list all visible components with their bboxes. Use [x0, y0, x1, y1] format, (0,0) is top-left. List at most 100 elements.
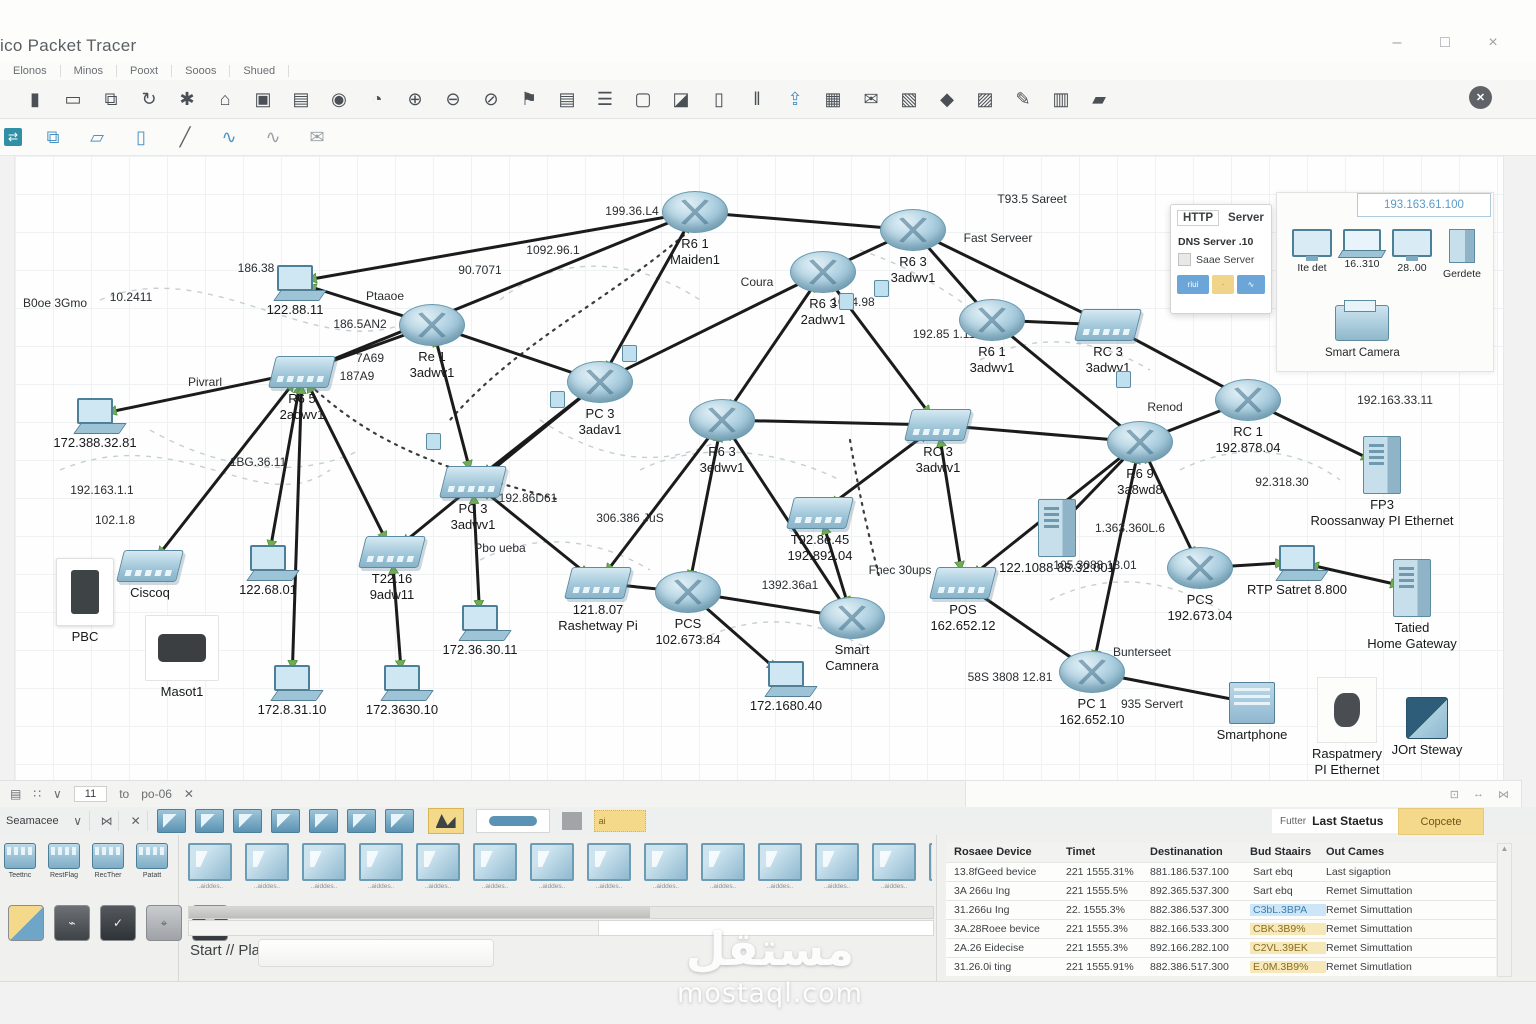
device-server[interactable]: Tatied Home Gateway — [1367, 559, 1457, 651]
device-laptop[interactable]: 172.388.32.81 — [53, 398, 137, 450]
printer2-icon[interactable]: ▦ — [824, 88, 842, 109]
event-thumbnail-11[interactable]: ..aiddes.. — [758, 843, 802, 901]
list-icon[interactable]: ☰ — [596, 88, 614, 109]
device-laptop[interactable]: 122.88.11 — [267, 265, 327, 317]
event-thumbnail-9[interactable]: ..aiddes.. — [644, 843, 688, 901]
play-progress-button[interactable] — [258, 939, 494, 967]
palette-item-4[interactable]: Gerdete — [1437, 229, 1487, 280]
event-thumbnail-13[interactable]: ..aiddes.. — [872, 843, 916, 901]
transfer-icon[interactable]: ⧉ — [46, 126, 60, 147]
device-shortcut-4[interactable]: Patatt — [136, 843, 168, 879]
device-laptop[interactable]: 172.36.30.11 — [443, 605, 517, 657]
palette-ip-header[interactable]: 193.163.61.100 — [1357, 193, 1491, 217]
sim-tool-icon-1[interactable] — [156, 809, 186, 833]
zoom-in-icon[interactable]: ⊕ — [407, 88, 423, 109]
zoom-reset-icon[interactable]: ⊘ — [483, 88, 499, 109]
device-switch[interactable]: Ciscoq — [116, 550, 184, 600]
pencil-icon[interactable]: ╱ — [179, 126, 191, 147]
note-icon[interactable]: ▯ — [136, 126, 146, 147]
table-row[interactable]: 3A.28Roee bevice 221 1555.3% 882.166.533.3… — [946, 919, 1496, 938]
settings-icon[interactable]: ✱ — [179, 88, 195, 109]
minimize-button[interactable]: – — [1392, 34, 1402, 51]
table-row[interactable]: 3A 266u Ing 221 1555.5% 892.365.537.300 Sar… — [946, 881, 1496, 900]
table-row[interactable]: 13.8fGeed bevice 221 1555.31% 881.186.537.… — [946, 862, 1496, 881]
close-circle-icon[interactable]: ✕ — [1469, 86, 1492, 109]
folder-blue-icon[interactable]: ▱ — [90, 126, 104, 147]
slide-icon[interactable]: ◪ — [672, 88, 690, 109]
clock-icon[interactable]: ◔ — [371, 88, 383, 109]
yellow-input[interactable]: ai — [593, 810, 646, 832]
bookmark-icon[interactable]: ◆ — [940, 88, 954, 109]
folder-icon[interactable]: ▧ — [900, 88, 918, 109]
device-shortcut-1[interactable]: Teettnc — [4, 843, 36, 879]
device-router[interactable]: R6 9 3a8wd8 — [1107, 421, 1173, 497]
device-switch[interactable]: T22.16 9adw11 — [358, 536, 426, 602]
device-laptop[interactable]: 122.68.01 — [239, 545, 300, 597]
device-switch[interactable]: RC 3 3adwv1 — [904, 409, 972, 475]
filmstrip-scrollbar[interactable] — [188, 906, 934, 919]
device-router[interactable]: RC 1 192.878.04 — [1215, 379, 1281, 455]
marker-icon[interactable]: ▯ — [714, 88, 724, 109]
mini-toolbar-right-item-2[interactable]: ↔ — [1473, 788, 1484, 800]
compose-icon[interactable]: ✉ — [863, 88, 879, 109]
device-router[interactable]: Re 1 3adwv1 — [399, 304, 465, 380]
upload-icon[interactable]: ⇪ — [787, 88, 803, 109]
tab-http[interactable]: HTTP — [1177, 210, 1220, 226]
device-cubedark[interactable]: JOrt Steway — [1392, 697, 1462, 757]
tab-server[interactable]: Server — [1228, 212, 1264, 224]
edit-icon[interactable]: ✎ — [1015, 88, 1031, 109]
palette-item-1[interactable]: Ite det — [1287, 229, 1337, 280]
event-thumbnail-2[interactable]: ..aiddes.. — [245, 843, 289, 901]
new-file-icon[interactable]: ▮ — [30, 88, 40, 109]
mini-toolbar-item-2[interactable]: ∷ — [33, 787, 41, 801]
menu-item-2[interactable]: Minos — [61, 65, 117, 77]
maximize-button[interactable]: □ — [1440, 34, 1450, 51]
image-icon[interactable]: ▣ — [254, 88, 272, 109]
device-laptop[interactable]: 172.3630.10 — [366, 665, 438, 717]
mail-icon[interactable]: ✉ — [309, 126, 325, 147]
event-thumbnail-5[interactable]: ..aiddes.. — [416, 843, 460, 901]
flag-icon[interactable]: ⚑ — [520, 88, 538, 109]
event-thumbnail-12[interactable]: ..aiddes.. — [815, 843, 859, 901]
folder2-icon[interactable]: ▰ — [1092, 88, 1106, 109]
timeline-scrollbar[interactable] — [188, 920, 934, 936]
device-switch[interactable]: PC 3 3adwv1 — [439, 466, 507, 532]
palette-item-2[interactable]: 16..310 — [1337, 229, 1387, 280]
device-laptop[interactable]: RTP Satret 8.800 — [1247, 545, 1347, 597]
device-switch[interactable]: 121.8.07 Rashetway Pi — [558, 567, 638, 633]
device-switch[interactable]: RC 3 3adwv1 — [1074, 309, 1142, 375]
device-server[interactable]: FP3 Roossanway PI Ethernet — [1310, 436, 1454, 528]
print-icon[interactable]: ▤ — [292, 88, 310, 109]
print3-icon[interactable]: ▥ — [1052, 88, 1070, 109]
menu-item-3[interactable]: Pooxt — [117, 65, 173, 77]
menu-item-4[interactable]: Sooos — [172, 65, 231, 77]
pause-icon[interactable]: ‖ — [753, 88, 761, 109]
scenario-button-1[interactable]: ∨ — [67, 811, 90, 831]
table-row[interactable]: 2A.26 Eidecise 221 1555.3% 892.166.282.100… — [946, 938, 1496, 957]
device-cube[interactable]: Smartphone — [1217, 682, 1287, 742]
device-router[interactable]: PC 3 3adav1 — [567, 361, 633, 437]
device-router[interactable]: Smart Camnera — [819, 597, 885, 673]
menu-item-1[interactable]: Elonos — [0, 65, 61, 77]
mode-button-1[interactable] — [8, 905, 44, 941]
event-thumbnail-8[interactable]: ..aiddes.. — [587, 843, 631, 901]
mini-toolbar-item-3[interactable]: ∨ — [52, 787, 62, 801]
event-thumbnail-7[interactable]: ..aiddes.. — [530, 843, 574, 901]
device-switch[interactable]: T92.8e.45 192.892.04 — [786, 497, 854, 563]
palette-item-3[interactable]: 28..00 — [1387, 229, 1437, 280]
copy-icon[interactable]: ⧉ — [104, 88, 118, 109]
device-carddark[interactable]: Masot1 — [145, 615, 219, 699]
device-router[interactable]: PCS 102.673.84 — [655, 571, 721, 647]
window-icon[interactable]: ▭ — [64, 88, 82, 109]
http-button-3[interactable]: ∿ — [1237, 275, 1265, 294]
refresh-icon[interactable]: ↻ — [141, 88, 157, 109]
device-card[interactable]: PBC — [56, 558, 114, 644]
palette-item-smart-camera[interactable]: Smart Camera — [1325, 300, 1400, 359]
zoom-out-icon[interactable]: ⊖ — [445, 88, 461, 109]
events-table-scrollbar[interactable]: ▲ — [1497, 843, 1512, 977]
mini-toolbar-item-6[interactable]: po-06 — [141, 787, 172, 801]
close-button[interactable]: × — [1488, 34, 1498, 51]
chart-icon[interactable]: ▨ — [976, 88, 994, 109]
connect-icon[interactable]: ⇄ — [4, 128, 22, 146]
mode-button-2[interactable]: ⌁ — [54, 905, 90, 941]
